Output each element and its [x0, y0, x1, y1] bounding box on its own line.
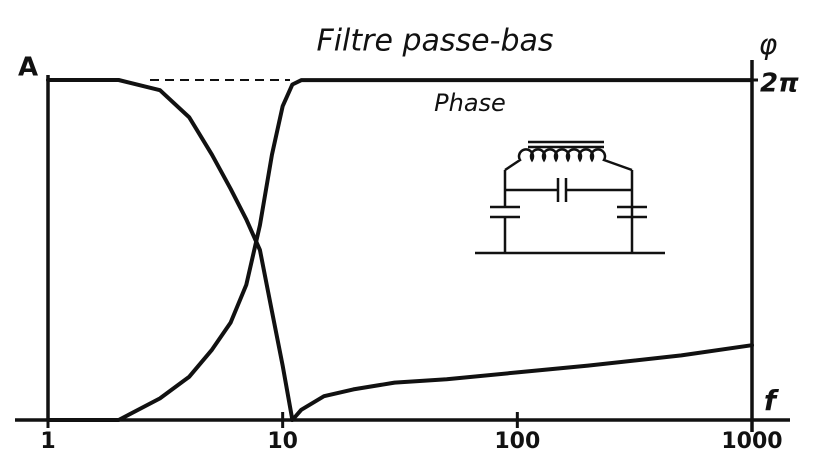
x-tick-label: 1 [40, 429, 55, 452]
series-line [46, 78, 754, 422]
chart-title: Filtre passe-bas [316, 24, 553, 59]
x-axis-label: f [764, 384, 780, 417]
x-tick-label: 100 [494, 429, 540, 452]
y2-axis-label: φ [759, 28, 778, 61]
circuit-diagram [475, 140, 665, 255]
y-axis-label: A [18, 53, 38, 83]
x-tick-label: 10 [267, 429, 298, 452]
x-tick-label: 1000 [721, 429, 782, 452]
phase-label: Phase [434, 89, 506, 117]
series-line [46, 78, 754, 422]
y2-tick-label: 2π [760, 69, 799, 99]
